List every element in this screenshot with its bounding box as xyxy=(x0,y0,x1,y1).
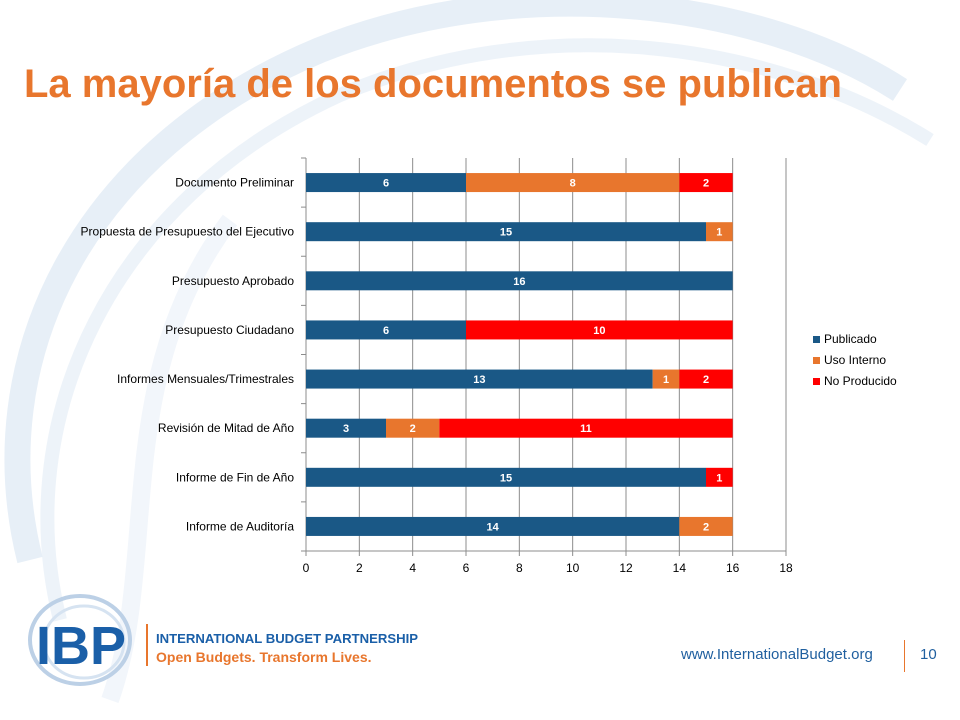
data-label: 15 xyxy=(500,227,512,239)
bar-segment xyxy=(679,173,733,193)
legend-label: No Producido xyxy=(824,374,897,388)
bar-segment xyxy=(466,320,733,340)
data-label: 8 xyxy=(570,178,576,190)
data-label: 16 xyxy=(513,276,525,288)
x-tick-label: 12 xyxy=(619,561,633,575)
category-label: Informe de Auditoría xyxy=(186,519,294,533)
x-tick-label: 10 xyxy=(566,561,580,575)
category-label: Revisión de Mitad de Año xyxy=(158,421,294,435)
slide-title: La mayoría de los documentos se publican xyxy=(24,62,842,106)
x-tick-label: 6 xyxy=(463,561,470,575)
x-tick-label: 8 xyxy=(516,561,523,575)
data-label: 2 xyxy=(703,374,709,386)
data-label: 10 xyxy=(593,325,605,337)
x-tick-label: 4 xyxy=(409,561,416,575)
x-tick-label: 0 xyxy=(303,561,310,575)
bar-segment xyxy=(306,467,706,487)
data-label: 2 xyxy=(703,178,709,190)
footer-separator xyxy=(904,640,905,672)
bar-segment xyxy=(466,173,680,193)
bar-segment xyxy=(439,418,733,438)
data-label: 14 xyxy=(487,521,500,533)
data-label: 1 xyxy=(716,227,722,239)
data-label: 2 xyxy=(703,521,709,533)
category-label: Informe de Fin de Año xyxy=(176,470,294,484)
x-tick-label: 16 xyxy=(726,561,740,575)
bar-segment xyxy=(306,516,680,536)
data-label: 1 xyxy=(716,472,722,484)
footer-url[interactable]: www.InternationalBudget.org xyxy=(681,646,873,663)
logo-line2: Open Budgets. Transform Lives. xyxy=(156,649,372,665)
data-label: 15 xyxy=(500,472,512,484)
legend-swatch xyxy=(813,378,820,385)
bar-segment xyxy=(652,369,680,389)
ibp-logo: IBP INTERNATIONAL BUDGET PARTNERSHIP Ope… xyxy=(28,594,418,686)
x-tick-label: 14 xyxy=(673,561,687,575)
data-label: 6 xyxy=(383,325,389,337)
category-label: Presupuesto Aprobado xyxy=(172,274,294,288)
category-label: Informes Mensuales/Trimestrales xyxy=(117,372,294,386)
bar-segment xyxy=(386,418,440,438)
bar-segment xyxy=(706,467,733,487)
bar-segment xyxy=(306,369,653,389)
data-label: 2 xyxy=(410,423,416,435)
logo-mark: IBP xyxy=(36,616,126,676)
data-label: 1 xyxy=(663,374,669,386)
bar-segment xyxy=(306,222,706,242)
logo-line1: INTERNATIONAL BUDGET PARTNERSHIP xyxy=(156,631,418,646)
bar-segment xyxy=(306,320,466,340)
x-tick-label: 2 xyxy=(356,561,363,575)
page-number: 10 xyxy=(920,646,937,663)
bar-segment xyxy=(306,173,466,193)
logo-divider xyxy=(146,624,148,666)
data-label: 13 xyxy=(473,374,485,386)
bar-segment xyxy=(679,516,733,536)
bar-segment xyxy=(306,271,733,291)
category-label: Propuesta de Presupuesto del Ejecutivo xyxy=(81,225,295,239)
legend-swatch xyxy=(813,336,820,343)
data-label: 11 xyxy=(580,423,592,435)
bar-segment xyxy=(706,222,733,242)
bar-segment xyxy=(306,418,386,438)
category-label: Documento Preliminar xyxy=(175,176,294,190)
category-label: Presupuesto Ciudadano xyxy=(165,323,294,337)
bar-segment xyxy=(679,369,733,389)
legend-swatch xyxy=(813,357,820,364)
legend-label: Uso Interno xyxy=(824,353,886,367)
data-label: 6 xyxy=(383,178,389,190)
data-label: 3 xyxy=(343,423,349,435)
legend-label: Publicado xyxy=(824,332,877,346)
x-tick-label: 18 xyxy=(779,561,793,575)
